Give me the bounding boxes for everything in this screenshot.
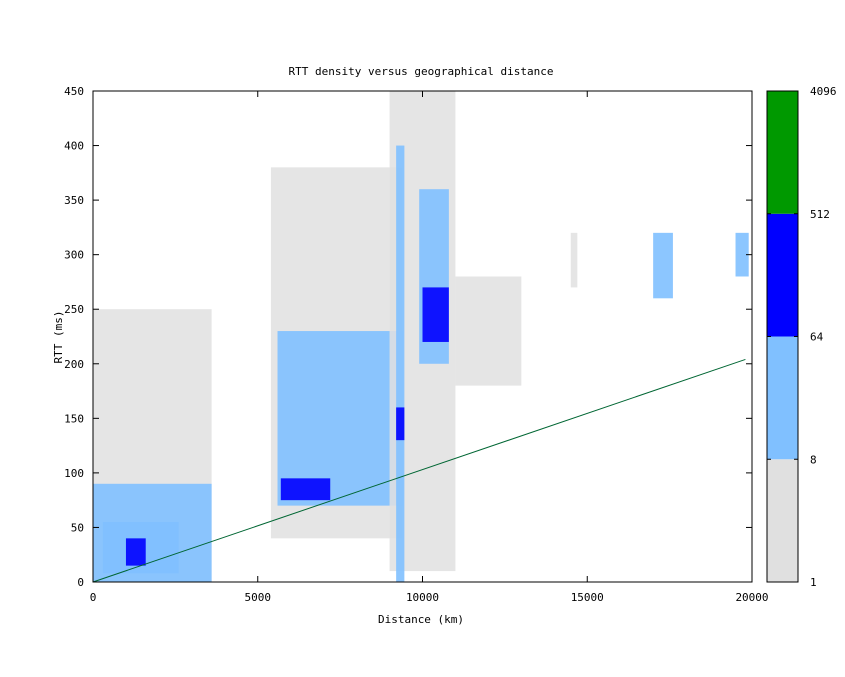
chart-title: RTT density versus geographical distance xyxy=(289,65,554,78)
density-region-5 xyxy=(277,331,403,506)
y-tick-label: 150 xyxy=(64,412,84,425)
x-tick-label: 10000 xyxy=(406,591,439,604)
colorbar-bin xyxy=(767,336,798,460)
y-tick-label: 250 xyxy=(64,303,84,316)
y-axis-label: RTT (ms) xyxy=(52,311,65,364)
y-axis-ticks: 0 50 100 150 200 250 300 350 400 450 xyxy=(64,85,752,589)
x-tick-label: 20000 xyxy=(735,591,768,604)
colorbar-tick-label: 8 xyxy=(810,453,817,466)
density-region-11 xyxy=(422,287,449,342)
x-tick-label: 15000 xyxy=(571,591,604,604)
density-region-13 xyxy=(570,232,578,288)
colorbar-tick-label: 4096 xyxy=(810,85,837,98)
y-tick-label: 100 xyxy=(64,467,84,480)
colorbar-tick-label: 64 xyxy=(810,331,824,344)
y-tick-label: 350 xyxy=(64,194,84,207)
y-tick-label: 400 xyxy=(64,140,84,153)
density-region-3 xyxy=(125,538,146,566)
density-region-6 xyxy=(280,478,331,501)
y-tick-label: 50 xyxy=(71,521,84,534)
reference-line-group xyxy=(92,358,746,583)
reference-line xyxy=(92,358,746,583)
y-tick-label: 0 xyxy=(77,576,84,589)
colorbar: 1 8 64 512 4096 xyxy=(766,85,837,589)
y-tick-label: 450 xyxy=(64,85,84,98)
colorbar-bin xyxy=(767,459,798,582)
x-tick-label: 0 xyxy=(90,591,97,604)
x-axis-label: Distance (km) xyxy=(378,613,464,626)
density-region-12 xyxy=(455,276,522,386)
y-tick-label: 300 xyxy=(64,249,84,262)
x-axis-ticks: 0 5000 10000 15000 20000 xyxy=(90,91,769,604)
density-region-9 xyxy=(396,407,405,441)
density-region-15 xyxy=(735,232,749,277)
y-tick-label: 200 xyxy=(64,358,84,371)
colorbar-tick-label: 512 xyxy=(810,208,830,221)
colorbar-tick-label: 1 xyxy=(810,576,817,589)
x-tick-label: 5000 xyxy=(245,591,272,604)
colorbar-bin xyxy=(767,91,798,214)
density-region-14 xyxy=(653,232,673,299)
density-region-8 xyxy=(396,145,405,583)
heatmap-cells xyxy=(93,91,749,583)
colorbar-bin xyxy=(767,213,798,337)
